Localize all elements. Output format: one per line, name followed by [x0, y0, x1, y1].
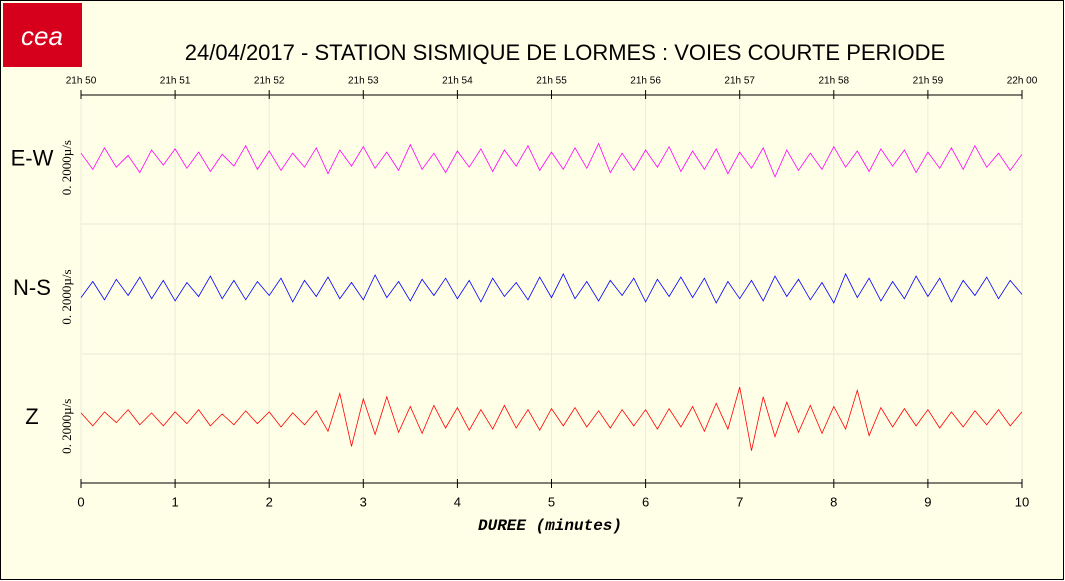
x-tick-label: 9: [924, 494, 931, 509]
top-tick-label: 21h 57: [724, 76, 755, 87]
top-tick-label: 21h 54: [442, 76, 473, 87]
chart-title: 24/04/2017 - STATION SISMIQUE DE LORMES …: [185, 40, 945, 65]
top-tick-label: 21h 56: [630, 76, 661, 87]
logo-box: [3, 3, 82, 67]
x-tick-label: 6: [642, 494, 649, 509]
x-tick-label: 2: [266, 494, 273, 509]
logo: cea: [21, 21, 63, 51]
trace: [80, 386, 1023, 451]
x-tick-label: 4: [454, 494, 461, 509]
channel-label: Z: [25, 404, 38, 429]
scale-label: 0. 2000µ/s: [59, 269, 74, 324]
x-tick-label: 8: [830, 494, 837, 509]
x-tick-label: 3: [360, 494, 367, 509]
top-tick-label: 21h 55: [536, 76, 567, 87]
x-tick-label: 5: [548, 494, 555, 509]
top-tick-label: 21h 58: [819, 76, 850, 87]
scale-label: 0. 2000µ/s: [59, 140, 74, 195]
top-tick-label: 22h 00: [1007, 76, 1038, 87]
channel-label: N-S: [13, 275, 51, 300]
scale-label: 0. 2000µ/s: [59, 399, 74, 454]
top-tick-label: 21h 52: [254, 76, 285, 87]
x-tick-label: 1: [171, 494, 178, 509]
channel-label: E-W: [11, 145, 54, 170]
trace: [80, 142, 1023, 178]
x-tick-label: 10: [1015, 494, 1029, 509]
top-tick-label: 21h 59: [913, 76, 944, 87]
top-tick-label: 21h 53: [348, 76, 379, 87]
x-tick-label: 0: [77, 494, 84, 509]
top-tick-label: 21h 51: [160, 76, 191, 87]
top-tick-label: 21h 50: [66, 76, 97, 87]
x-axis-label: DUREE (minutes): [478, 517, 622, 535]
trace: [80, 272, 1023, 304]
x-tick-label: 7: [736, 494, 743, 509]
